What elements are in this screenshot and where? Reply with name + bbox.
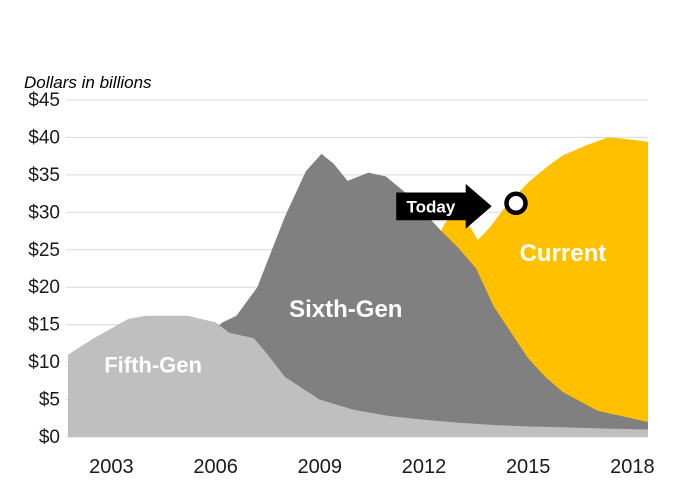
x-axis-labels: 2003 2006 2009 2012 2015 2018 — [89, 456, 655, 478]
area-fifth-gen — [68, 315, 648, 437]
y-tick-label: $10 — [28, 352, 60, 373]
y-tick-label: $15 — [28, 315, 60, 336]
x-tick-label: 2012 — [402, 456, 447, 478]
area-sixth-gen — [205, 153, 648, 437]
x-tick-label: 2015 — [506, 456, 551, 478]
y-tick-label: $20 — [28, 277, 60, 298]
x-tick-label: 2018 — [610, 456, 655, 478]
annotations: Today — [396, 183, 528, 229]
y-tick-label: $45 — [28, 90, 60, 111]
highlight-circle-icon — [504, 191, 528, 216]
y-tick-label: $30 — [28, 202, 60, 223]
today-arrow-label: Today — [406, 197, 455, 216]
y-tick-label: $0 — [39, 427, 60, 448]
series-labels: Current Sixth-Gen Fifth-Gen — [104, 240, 606, 378]
x-tick-label: 2009 — [298, 456, 343, 478]
y-tick-label: $40 — [28, 127, 60, 148]
series-label-fifth-gen: Fifth-Gen — [104, 353, 202, 378]
y-tick-label: $25 — [28, 240, 60, 261]
y-tick-label: $5 — [39, 390, 60, 411]
y-axis-labels: $0 $5 $10 $15 $20 $25 $30 $35 $40 $45 — [28, 90, 60, 448]
chart-subtitle: Dollars in billions — [24, 73, 152, 92]
series-areas — [68, 137, 648, 437]
x-tick-label: 2006 — [193, 456, 238, 478]
y-tick-label: $35 — [28, 165, 60, 186]
today-arrow — [396, 183, 492, 229]
series-label-sixth-gen: Sixth-Gen — [289, 296, 402, 323]
x-tick-label: 2003 — [89, 456, 134, 478]
series-label-current: Current — [520, 240, 607, 267]
